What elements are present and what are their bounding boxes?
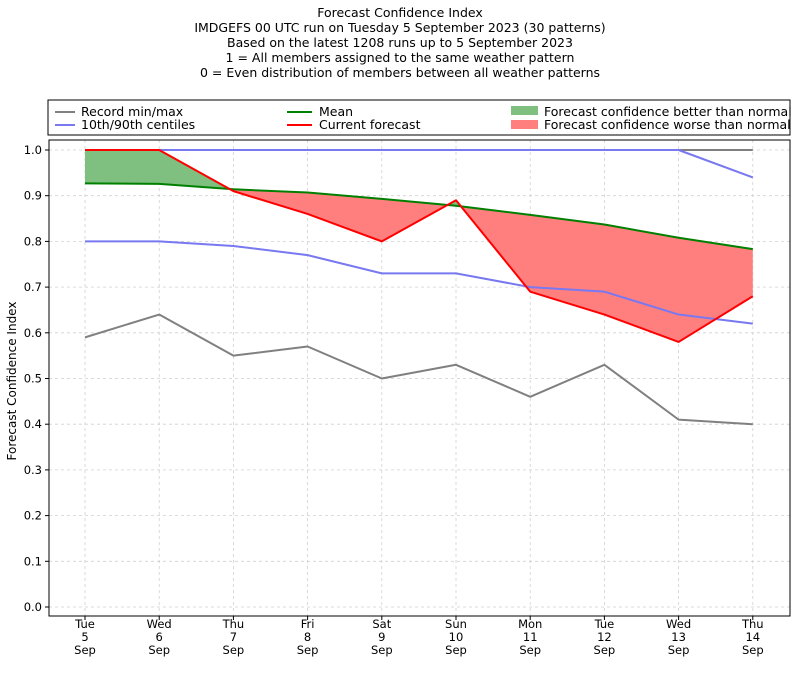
x-tick-label: Sep [297, 643, 319, 657]
y-tick-label: 1.0 [24, 143, 42, 157]
x-tick-label: Tue [74, 617, 95, 631]
chart-title: Forecast Confidence Index [317, 5, 483, 20]
x-tick-label: Mon [518, 617, 542, 631]
worse-than-normal-area [460, 206, 753, 342]
mean-line [84, 182, 753, 251]
x-tick-label: Fri [301, 617, 315, 631]
legend-label-better: Forecast confidence better than normal [544, 104, 792, 119]
x-tick-label: 11 [523, 630, 538, 644]
plot-frame [48, 139, 791, 617]
x-tick-label: Sep [594, 643, 616, 657]
legend-label-current: Current forecast [319, 117, 421, 132]
x-tick-label: 9 [378, 630, 385, 644]
y-axis: 0.0 0.1 0.2 0.3 0.4 0.5 0.6 0.7 0.8 0.9 1.0 [24, 143, 49, 614]
y-axis-label: Forecast Confidence Index [5, 302, 19, 461]
x-tick-label: Sep [519, 643, 541, 657]
x-tick-label: Sep [742, 643, 764, 657]
legend-label-record: Record min/max [81, 104, 183, 119]
legend-label-centiles: 10th/90th centiles [81, 117, 195, 132]
confidence-fills [85, 150, 753, 342]
x-tick-label: 7 [230, 630, 237, 644]
legend: Record min/max 10th/90th centiles Mean C… [47, 99, 792, 136]
y-tick-label: 0.4 [24, 417, 42, 431]
x-axis: Tue5SepWed6SepThu7SepFri8SepSat9SepSun10… [74, 616, 764, 657]
p90-centile-line [85, 149, 754, 179]
legend-swatch-better [511, 106, 538, 115]
p10-centile-line [85, 240, 753, 325]
x-tick-label: Sep [148, 643, 170, 657]
chart-subtitle-run: IMDGEFS 00 UTC run on Tuesday 5 Septembe… [194, 20, 606, 35]
y-tick-label: 0.9 [24, 189, 42, 203]
legend-label-worse: Forecast confidence worse than normal [544, 117, 791, 132]
y-tick-label: 0.2 [24, 509, 42, 523]
x-tick-label: Sep [371, 643, 393, 657]
y-tick-label: 0.1 [24, 554, 42, 568]
chart-subtitle-one: 1 = All members assigned to the same wea… [225, 50, 575, 65]
y-tick-label: 0.8 [24, 234, 42, 248]
x-tick-label: Wed [666, 617, 691, 631]
record-min-line [84, 313, 753, 426]
legend-swatch-worse [511, 120, 538, 129]
chart-titles: Forecast Confidence Index IMDGEFS 00 UTC… [0, 0, 800, 80]
x-tick-label: Thu [222, 617, 245, 631]
y-tick-label: 0.0 [24, 600, 42, 614]
x-tick-label: 5 [81, 630, 88, 644]
x-tick-label: 14 [745, 630, 760, 644]
y-tick-label: 0.5 [24, 372, 42, 386]
y-tick-label: 0.3 [24, 463, 42, 477]
x-tick-label: Tue [594, 617, 615, 631]
x-tick-label: 8 [304, 630, 311, 644]
chart-subtitle-runs: Based on the latest 1208 runs up to 5 Se… [227, 35, 573, 50]
x-tick-label: Wed [147, 617, 172, 631]
x-tick-label: Thu [741, 617, 764, 631]
worse-than-normal-area [229, 189, 448, 242]
x-tick-label: Sep [668, 643, 690, 657]
x-tick-label: Sat [372, 617, 391, 631]
x-tick-label: 6 [156, 630, 163, 644]
better-than-normal-area [85, 150, 230, 190]
current-forecast-line [85, 149, 754, 343]
chart-subtitle-zero: 0 = Even distribution of members between… [199, 65, 601, 80]
x-tick-label: 13 [671, 630, 686, 644]
x-tick-label: 10 [449, 630, 464, 644]
x-tick-label: Sun [445, 617, 467, 631]
x-tick-label: Sep [223, 643, 245, 657]
y-tick-label: 0.6 [24, 326, 42, 340]
x-tick-label: Sep [445, 643, 467, 657]
x-tick-label: Sep [74, 643, 96, 657]
legend-label-mean: Mean [319, 104, 353, 119]
y-tick-label: 0.7 [24, 280, 42, 294]
series-lines [84, 149, 754, 426]
x-tick-label: 12 [597, 630, 612, 644]
